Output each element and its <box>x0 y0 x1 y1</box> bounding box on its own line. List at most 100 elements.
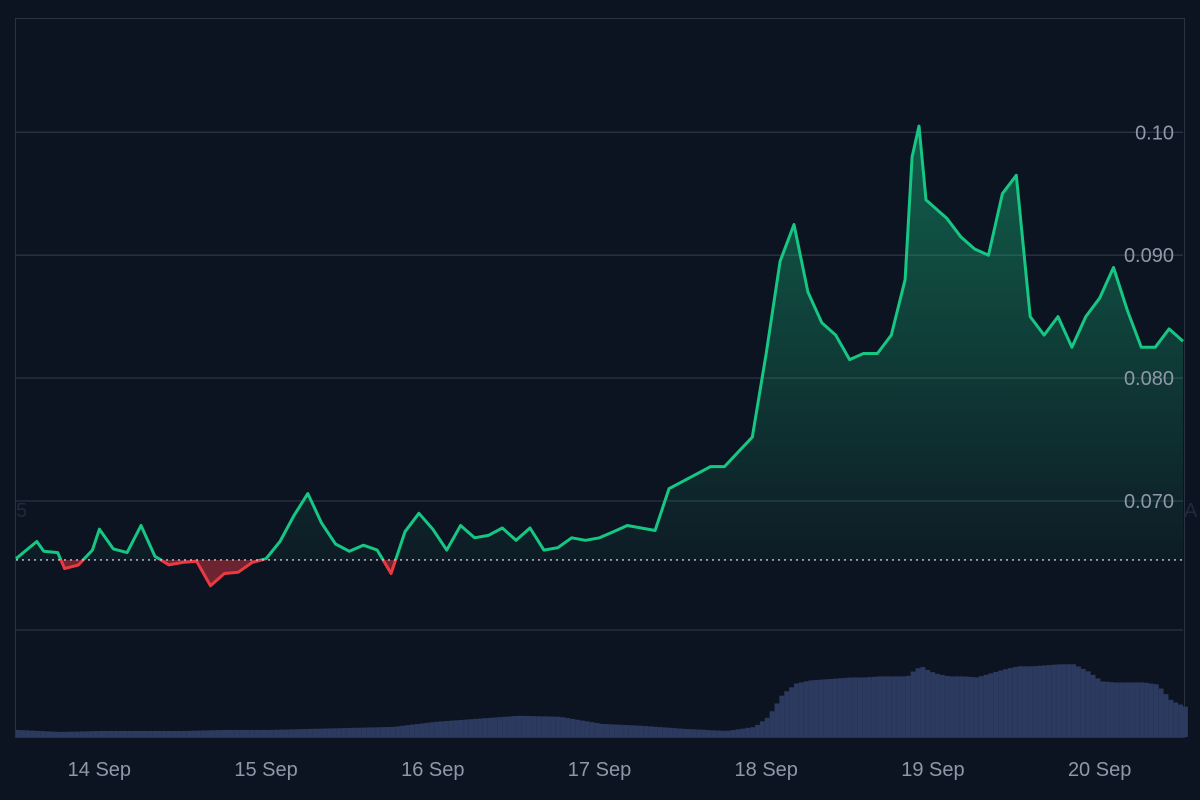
volume-bar <box>784 691 790 737</box>
volume-bar <box>599 723 605 737</box>
volume-bar <box>473 718 478 737</box>
right-edge-label: A <box>1184 500 1198 522</box>
volume-bar <box>740 728 746 737</box>
volume-bar <box>618 724 624 737</box>
volume-bar <box>521 715 527 737</box>
volume-bar <box>852 677 858 737</box>
volume-bar <box>79 731 85 737</box>
volume-bar <box>682 728 688 737</box>
volume-bar <box>293 729 299 737</box>
volume-bar <box>1158 688 1164 737</box>
volume-bar <box>725 730 731 737</box>
volume-bar <box>127 730 133 737</box>
volume-bar <box>390 726 396 737</box>
volume-bar <box>944 675 950 737</box>
volume-bar <box>259 729 264 737</box>
volume-bar <box>847 677 853 737</box>
volume-bar <box>1134 682 1140 737</box>
volume-bar <box>905 675 911 737</box>
volume-bar <box>939 674 945 737</box>
volume-bar <box>186 730 192 737</box>
volume-bar <box>886 676 892 737</box>
volume-bar <box>925 669 931 737</box>
volume-bar <box>594 723 600 737</box>
volume-bar <box>482 718 488 737</box>
volume-bar <box>137 730 143 737</box>
x-tick-label: 20 Sep <box>1068 759 1131 781</box>
volume-bar <box>652 726 658 737</box>
volume-bar <box>876 676 882 737</box>
volume-bar <box>672 728 678 737</box>
volume-bar <box>229 729 235 737</box>
volume-bar <box>312 728 318 737</box>
volume-bar <box>152 730 158 737</box>
volume-bar <box>400 725 405 737</box>
volume-bar <box>920 667 926 737</box>
y-tick-label: 0.10 <box>1135 122 1174 144</box>
volume-bar <box>191 730 196 737</box>
volume-bar <box>1056 664 1062 737</box>
x-tick-label: 17 Sep <box>568 759 631 781</box>
volume-bar <box>20 730 26 737</box>
volume-bar <box>526 716 532 737</box>
volume-bar <box>959 676 965 737</box>
volume-bar <box>1032 666 1038 737</box>
volume-bar <box>648 726 653 737</box>
volume-bar <box>166 730 172 737</box>
x-tick-label: 18 Sep <box>735 759 798 781</box>
volume-bar <box>118 730 123 737</box>
volume-bar <box>667 727 673 737</box>
volume-bar <box>443 721 449 737</box>
volume-bar <box>332 728 337 737</box>
volume-bar <box>973 677 979 737</box>
volume-bar <box>696 729 702 737</box>
volume-bar <box>409 724 415 737</box>
volume-bar <box>657 727 663 737</box>
volume-bar <box>1119 682 1125 737</box>
volume-bar <box>560 717 566 737</box>
volume-bar <box>808 680 814 737</box>
volume-bar <box>570 718 576 737</box>
volume-bar <box>1037 665 1042 737</box>
volume-bar <box>935 673 940 737</box>
volume-bar <box>215 730 221 737</box>
volume-bar <box>511 716 517 737</box>
volume-bar <box>463 719 469 737</box>
volume-bar <box>969 677 974 737</box>
volume-bar <box>983 674 989 737</box>
volume-bar <box>69 731 75 737</box>
volume-bar <box>1114 682 1120 737</box>
price-area <box>15 124 1184 588</box>
volume-bar <box>580 720 585 737</box>
volume-bar <box>730 730 736 737</box>
x-tick-label: 16 Sep <box>401 759 464 781</box>
volume-bar <box>497 717 503 737</box>
volume-bar <box>798 682 804 737</box>
volume-bar <box>477 718 483 737</box>
volume-bar <box>1095 678 1101 737</box>
volume-bar <box>278 729 284 737</box>
volume-bar <box>1139 682 1145 737</box>
volume-bar <box>881 676 887 737</box>
volume-bar <box>103 730 109 737</box>
volume-bar <box>54 731 60 737</box>
volume-bar <box>604 724 610 737</box>
y-axis-labels: 0.070 0.080 0.090 0.10 <box>1124 122 1174 513</box>
volume-bar <box>356 727 362 737</box>
volume-bar <box>439 721 444 737</box>
volume-bar <box>195 730 201 737</box>
volume-bar <box>176 730 182 737</box>
volume-bar <box>1178 704 1183 737</box>
volume-bar <box>88 731 94 737</box>
volume-bar <box>507 716 512 737</box>
volume-bar <box>419 723 425 737</box>
volume-bar <box>1017 666 1023 737</box>
volume-bar <box>458 719 464 737</box>
volume-bar <box>910 671 916 737</box>
volume-bar <box>1153 684 1159 737</box>
volume-bar <box>93 731 99 737</box>
volume-bar <box>789 687 794 737</box>
volume-bar <box>1046 665 1052 737</box>
volume-bar <box>487 717 493 737</box>
